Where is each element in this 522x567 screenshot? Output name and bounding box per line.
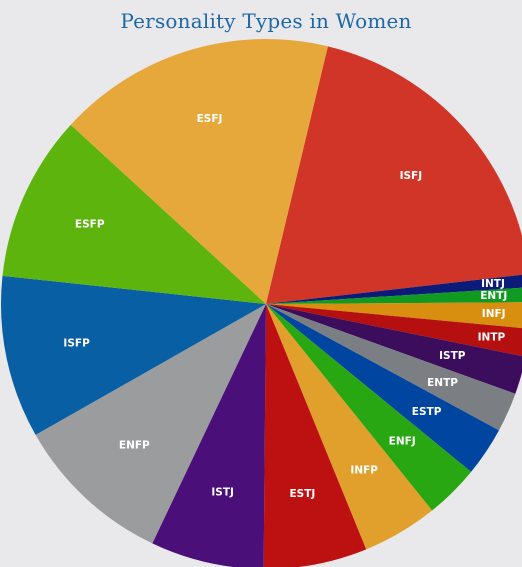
slice-label-estp: ESTP bbox=[412, 406, 442, 418]
slice-label-enfj: ENFJ bbox=[389, 435, 416, 447]
pie-slice-enfp bbox=[35, 304, 266, 544]
slice-label-infp: INFP bbox=[350, 465, 378, 477]
slice-label-isfp: ISFP bbox=[63, 337, 90, 349]
slice-label-enfp: ENFP bbox=[119, 440, 150, 452]
slice-label-infj: INFJ bbox=[482, 308, 506, 320]
pie-slice-intp bbox=[266, 304, 522, 357]
slice-label-entp: ENTP bbox=[427, 377, 458, 389]
pie-slice-intj bbox=[266, 274, 522, 304]
pie-slice-infj bbox=[266, 302, 522, 329]
pie-slice-entp bbox=[266, 304, 516, 431]
slice-label-isfj: ISFJ bbox=[400, 170, 423, 182]
pie-slice-esfp bbox=[2, 124, 266, 304]
slice-label-intj: INTJ bbox=[481, 278, 505, 290]
slice-label-istp: ISTP bbox=[439, 350, 466, 362]
pie-slice-isfj bbox=[266, 46, 522, 304]
pie-slice-entj bbox=[266, 287, 522, 304]
pie-slice-istj bbox=[152, 304, 266, 567]
slice-label-intp: INTP bbox=[478, 331, 506, 343]
slice-label-entj: ENTJ bbox=[480, 290, 507, 302]
pie-slice-esfj bbox=[70, 39, 328, 305]
pie-slice-isfp bbox=[1, 275, 267, 435]
pie-slice-estp bbox=[266, 304, 499, 472]
slice-label-estj: ESTJ bbox=[290, 488, 316, 500]
chart-title: Personality Types in Women bbox=[120, 9, 412, 33]
pie-slice-istp bbox=[266, 304, 522, 394]
pie-slice-enfj bbox=[266, 304, 472, 511]
slice-label-esfj: ESFJ bbox=[197, 113, 223, 125]
pie-slice-infp bbox=[266, 304, 433, 550]
slice-label-esfp: ESFP bbox=[75, 218, 105, 230]
slice-label-istj: ISTJ bbox=[211, 487, 234, 499]
pie-slice-estj bbox=[263, 304, 367, 567]
